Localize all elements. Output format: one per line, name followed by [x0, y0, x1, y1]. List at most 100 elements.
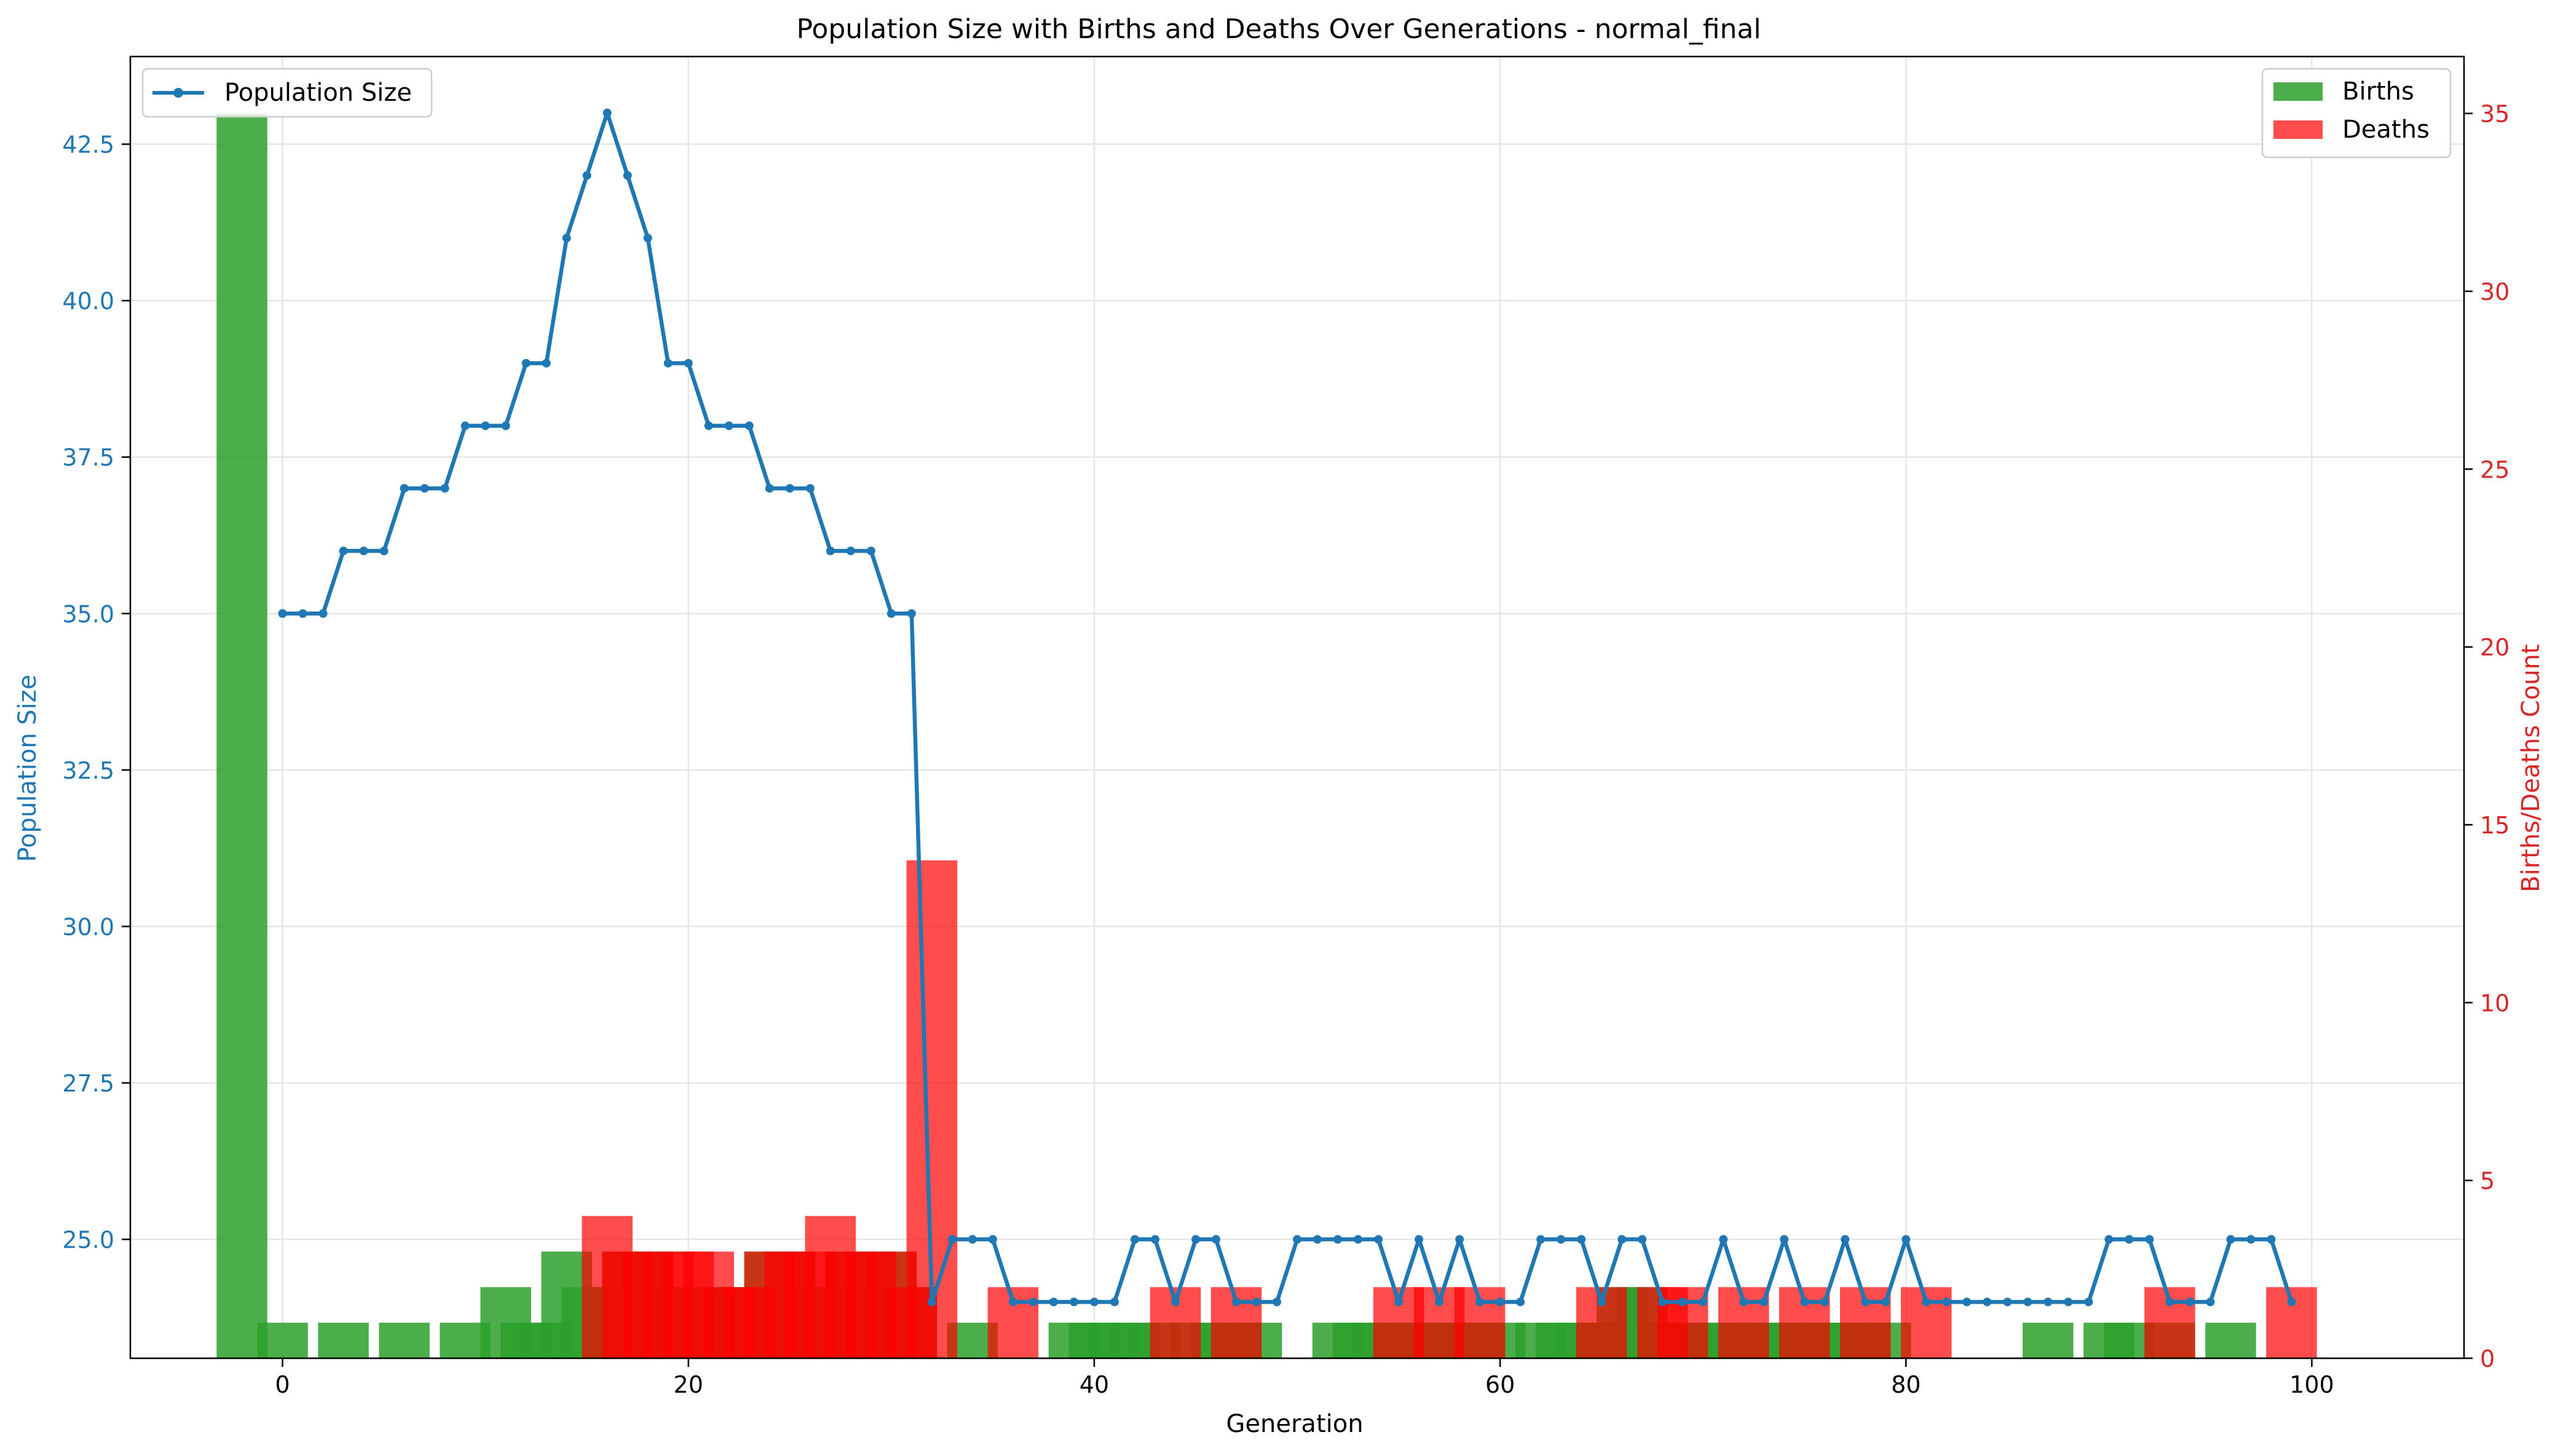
- population-point: [2246, 1235, 2256, 1244]
- y-left-tick-label: 40.0: [62, 288, 114, 315]
- legend-deaths-swatch: [2273, 120, 2323, 139]
- population-point: [684, 358, 693, 368]
- population-point: [2125, 1235, 2134, 1244]
- population-point: [1516, 1297, 1525, 1307]
- population-point: [339, 546, 348, 556]
- population-point: [2003, 1297, 2012, 1307]
- population-point: [2186, 1297, 2195, 1307]
- legend-deaths-label: Deaths: [2342, 116, 2430, 144]
- y-left-tick-label: 42.5: [62, 132, 114, 159]
- population-point: [1922, 1297, 1931, 1307]
- population-point: [866, 546, 875, 556]
- population-point: [2084, 1297, 2093, 1307]
- legend-births-swatch: [2273, 82, 2323, 101]
- population-point: [1435, 1297, 1444, 1307]
- population-point: [1293, 1235, 1301, 1244]
- population-point: [2145, 1235, 2154, 1244]
- y-right-tick-label: 35: [2480, 101, 2510, 128]
- population-point: [1394, 1297, 1404, 1307]
- legend-left-box: [141, 68, 433, 118]
- births-bar: [257, 1323, 308, 1358]
- deaths-bars: [582, 860, 2317, 1358]
- births-bar: [2205, 1323, 2256, 1358]
- population-point: [2165, 1297, 2174, 1307]
- y-left-tick-label: 25.0: [62, 1227, 114, 1254]
- population-point: [1029, 1297, 1038, 1307]
- population-point: [765, 484, 774, 493]
- births-bar: [379, 1323, 430, 1358]
- population-point: [1333, 1235, 1343, 1244]
- y-left-tick-label: 27.5: [62, 1070, 114, 1097]
- population-point: [2023, 1297, 2032, 1307]
- y-right-axis-ticks: 0 5 10 15 20 25 30 35: [2464, 101, 2510, 1372]
- population-point: [440, 484, 449, 493]
- population-point: [1597, 1297, 1606, 1307]
- population-point: [1354, 1235, 1363, 1244]
- population-point: [785, 484, 794, 493]
- y-left-tick-label: 35.0: [62, 600, 114, 628]
- population-point: [1861, 1297, 1870, 1307]
- population-point: [1820, 1297, 1830, 1307]
- population-point: [1110, 1297, 1119, 1307]
- legend-births-label: Births: [2342, 77, 2414, 106]
- y-right-tick-label: 30: [2480, 278, 2510, 305]
- population-point: [724, 421, 733, 430]
- population-point: [1638, 1235, 1647, 1244]
- population-point: [2104, 1235, 2114, 1244]
- population-point: [887, 609, 896, 618]
- population-point: [1130, 1235, 1139, 1244]
- y-right-tick-label: 20: [2480, 634, 2510, 661]
- population-point: [562, 234, 571, 243]
- population-point: [1496, 1297, 1505, 1307]
- population-point: [826, 546, 835, 556]
- legend-population-marker: [173, 88, 183, 98]
- population-point: [1069, 1297, 1078, 1307]
- population-point: [1699, 1297, 1708, 1307]
- x-axis-label: Generation: [1226, 1410, 1363, 1438]
- y-right-tick-label: 15: [2480, 812, 2510, 839]
- population-point: [460, 421, 470, 430]
- y-right-axis-label: Births/Deaths Count: [2517, 644, 2545, 892]
- population-line: [278, 108, 2296, 1307]
- x-tick-label: 100: [2289, 1371, 2334, 1398]
- population-point: [927, 1297, 936, 1307]
- population-point: [1272, 1297, 1281, 1307]
- population-point: [907, 609, 916, 618]
- population-point: [1841, 1235, 1850, 1244]
- population-point: [1475, 1297, 1485, 1307]
- population-point: [1536, 1235, 1546, 1244]
- population-point: [1881, 1297, 1890, 1307]
- population-point: [298, 609, 307, 618]
- y-left-tick-label: 32.5: [62, 757, 114, 784]
- chart-title: Population Size with Births and Deaths O…: [796, 14, 1761, 45]
- population-point: [400, 484, 409, 493]
- population-point: [1150, 1235, 1159, 1244]
- legend-population-label: Population Size: [224, 79, 412, 107]
- population-point: [582, 171, 591, 180]
- legend-right: Births Deaths: [2261, 68, 2452, 159]
- population-point: [420, 484, 429, 493]
- population-point: [379, 546, 389, 556]
- y-left-tick-label: 37.5: [62, 444, 114, 471]
- population-point: [744, 421, 754, 430]
- y-left-tick-label: 30.0: [62, 913, 114, 940]
- population-point: [602, 108, 612, 117]
- population-point: [359, 546, 368, 556]
- population-point: [1739, 1297, 1748, 1307]
- population-point: [1577, 1235, 1586, 1244]
- population-point: [1211, 1235, 1220, 1244]
- population-point: [805, 484, 815, 493]
- population-point: [1008, 1297, 1017, 1307]
- x-tick-label: 60: [1485, 1371, 1515, 1398]
- population-point: [988, 1235, 997, 1244]
- population-point: [278, 609, 287, 618]
- population-point: [623, 171, 632, 180]
- plot-frame: [129, 55, 2465, 1360]
- population-point: [1374, 1235, 1383, 1244]
- births-bar: [2023, 1323, 2074, 1358]
- population-point: [2064, 1297, 2073, 1307]
- population-point: [1617, 1235, 1627, 1244]
- population-series-line: [282, 111, 2294, 1304]
- x-tick-label: 40: [1080, 1371, 1109, 1398]
- y-left-axis-ticks: 25.0 27.5 30.0 32.5 35.0 37.5 40.0 42.5: [62, 132, 130, 1254]
